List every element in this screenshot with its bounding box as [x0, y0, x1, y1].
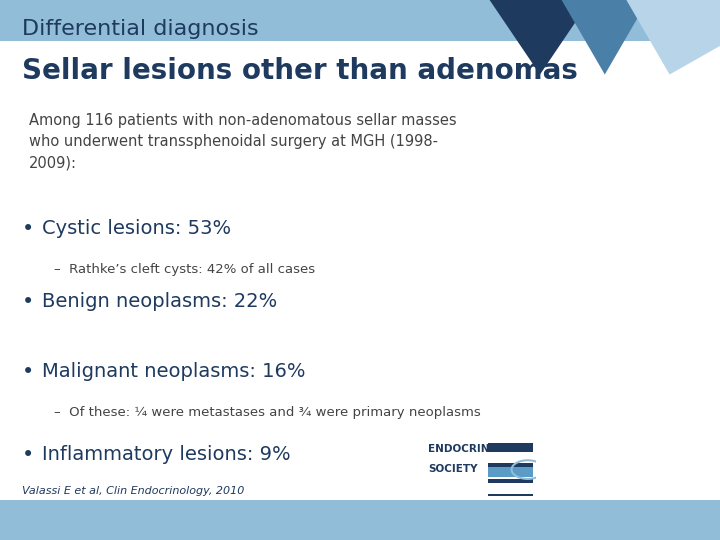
Bar	[488, 468, 533, 477]
Text: Among 116 patients with non-adenomatous sellar masses
who underwent transsphenoi: Among 116 patients with non-adenomatous …	[29, 113, 456, 171]
Text: Inflammatory lesions: 9%: Inflammatory lesions: 9%	[42, 446, 290, 464]
Bar	[0, 500, 720, 540]
Text: –  Rathke’s cleft cysts: 42% of all cases: – Rathke’s cleft cysts: 42% of all cases	[54, 263, 315, 276]
Text: •: •	[22, 362, 34, 382]
Bar	[488, 468, 533, 478]
Text: Benign neoplasms: 22%: Benign neoplasms: 22%	[42, 292, 277, 310]
Polygon shape	[490, 0, 590, 75]
Bar	[0, 0, 720, 40]
Bar	[488, 483, 533, 494]
Text: SOCIETY: SOCIETY	[428, 464, 478, 474]
Text: Valassi E et al, Clin Endocrinology, 2010: Valassi E et al, Clin Endocrinology, 201…	[22, 486, 244, 496]
Text: Malignant neoplasms: 16%: Malignant neoplasms: 16%	[42, 362, 305, 381]
Text: –  Of these: ¼ were metastases and ¾ were primary neoplasms: – Of these: ¼ were metastases and ¾ were…	[54, 406, 481, 419]
Polygon shape	[562, 0, 648, 75]
Text: Differential diagnosis: Differential diagnosis	[22, 19, 258, 39]
Text: Sellar lesions other than adenomas: Sellar lesions other than adenomas	[22, 57, 577, 85]
Text: •: •	[22, 446, 34, 465]
Bar	[488, 452, 533, 463]
Text: ENDOCRINE: ENDOCRINE	[428, 444, 497, 454]
Text: Cystic lesions: 53%: Cystic lesions: 53%	[42, 219, 231, 238]
Text: •: •	[22, 292, 34, 312]
Text: •: •	[22, 219, 34, 239]
Bar	[488, 443, 533, 496]
Polygon shape	[626, 0, 720, 75]
